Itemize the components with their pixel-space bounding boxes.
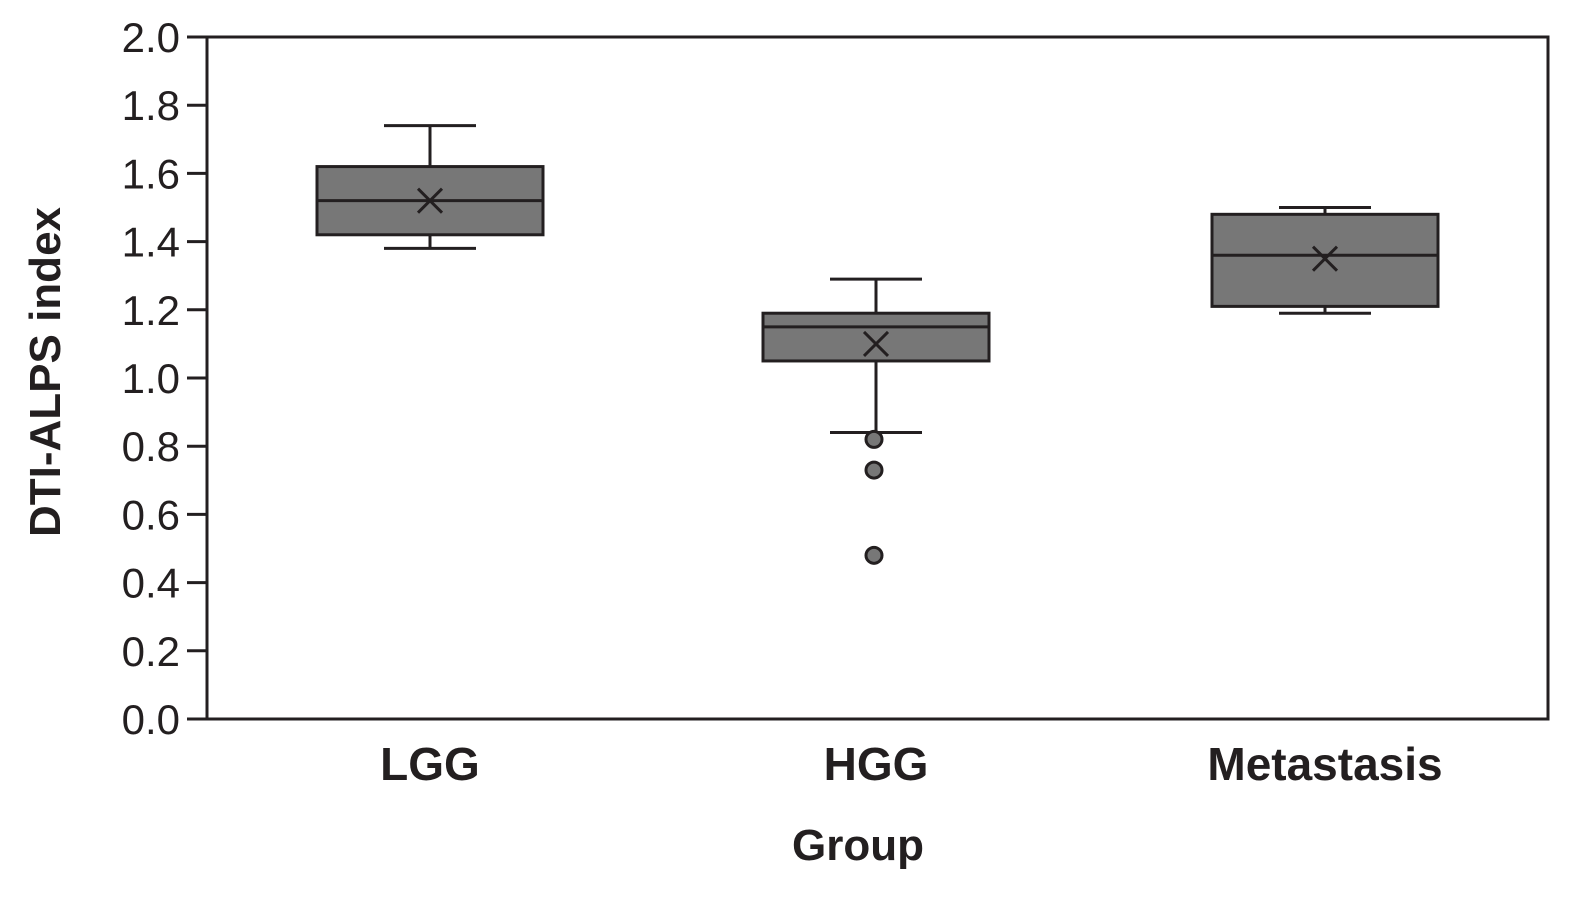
- box-hgg: [761, 277, 991, 565]
- y-tick-label: 0.8: [122, 423, 180, 470]
- x-axis-labels: LGG HGG Metastasis: [380, 738, 1442, 790]
- boxes: [315, 124, 1440, 565]
- mean-marker: [862, 330, 890, 357]
- box-lgg: [315, 124, 545, 250]
- y-tick-label: 1.6: [122, 150, 180, 197]
- y-axis-title: DTI-ALPS index: [21, 206, 70, 537]
- y-tick-label: 0.4: [122, 560, 180, 607]
- mean-marker: [1311, 245, 1339, 272]
- y-tick-label: 0.2: [122, 628, 180, 675]
- outlier-point: [864, 460, 884, 480]
- box-metastasis: [1210, 206, 1440, 315]
- y-tick-label: 1.8: [122, 82, 180, 129]
- iqr-box: [761, 311, 991, 363]
- outlier-point: [864, 545, 884, 565]
- x-tick-label: LGG: [380, 738, 480, 790]
- outlier-point: [864, 429, 884, 449]
- x-tick-label: Metastasis: [1207, 738, 1442, 790]
- y-tick-label: 2.0: [122, 14, 180, 61]
- x-axis-title: Group: [792, 821, 924, 870]
- y-axis-ticks: 0.0 0.2 0.4 0.6 0.8 1.0 1.2 1.4 1.6 1.8 2.0: [122, 14, 207, 743]
- y-tick-label: 1.0: [122, 355, 180, 402]
- mean-marker: [416, 187, 444, 214]
- x-tick-label: HGG: [824, 738, 929, 790]
- y-tick-label: 1.2: [122, 287, 180, 334]
- y-tick-label: 0.0: [122, 696, 180, 743]
- y-tick-label: 0.6: [122, 491, 180, 538]
- y-tick-label: 1.4: [122, 219, 180, 266]
